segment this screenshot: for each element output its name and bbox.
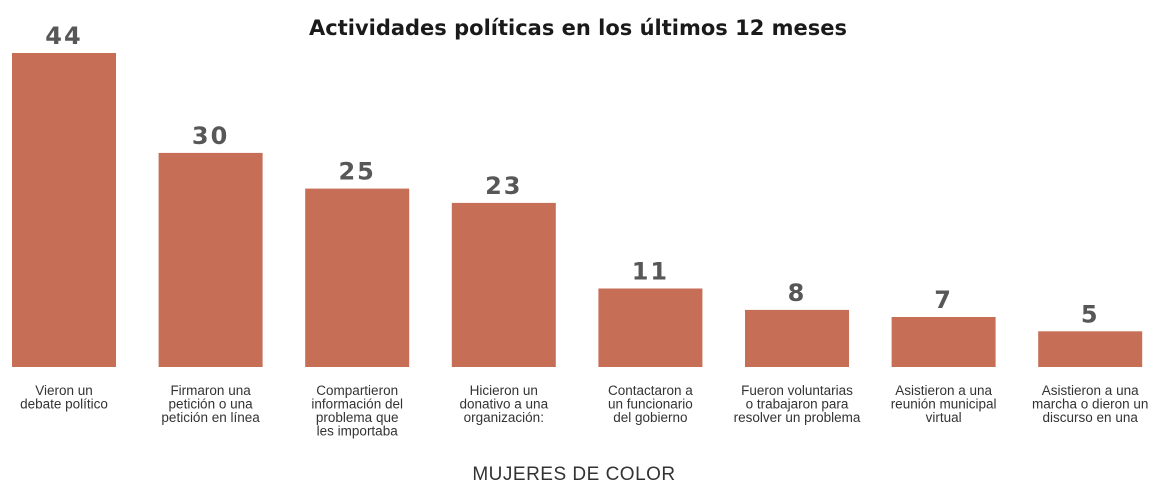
category-label-line: Compartieron (316, 383, 398, 398)
bar-2 (305, 188, 410, 367)
value-label-5: 8 (788, 279, 807, 307)
value-label-3: 23 (485, 172, 522, 200)
bar-0 (12, 53, 116, 367)
category-label-line: resolver un problema (734, 410, 861, 425)
category-label-line: virtual (926, 410, 962, 425)
category-label-line: o trabajaron para (746, 397, 849, 412)
category-label-line: un funcionario (608, 397, 693, 412)
bar-5 (745, 309, 849, 367)
category-label-line: petición o una (169, 397, 254, 412)
bar-4 (598, 288, 703, 367)
category-label-line: discurso en una (1043, 410, 1139, 425)
category-label-line: problema que (316, 410, 399, 425)
bar-3 (451, 202, 556, 367)
category-label-line: reunión municipal (891, 397, 997, 412)
category-label-line: Firmaron una (170, 383, 251, 398)
value-label-2: 25 (338, 158, 375, 186)
category-label-line: petición en línea (161, 410, 260, 425)
category-label-line: Asistieron a una (1042, 383, 1139, 398)
category-label-3: Hicieron un donativo a una organización: (460, 383, 549, 425)
value-label-4: 11 (632, 258, 669, 286)
bars-group (12, 53, 1143, 367)
value-label-7: 5 (1081, 300, 1100, 328)
bar-6 (891, 317, 996, 367)
category-label-1: Firmaron una petición o una petición en lí… (161, 383, 260, 425)
category-label-7: Asistieron a una marcha o dieron un discur… (1032, 383, 1148, 425)
category-label-line: donativo a una (460, 397, 549, 412)
value-label-0: 44 (45, 22, 82, 50)
category-label-line: Hicieron un (470, 383, 538, 398)
category-label-line: marcha o dieron un (1032, 397, 1148, 412)
category-label-4: Contactaron a un funcionario del gobierno (608, 383, 693, 425)
category-label-line: Fueron voluntarias (741, 383, 853, 398)
x-axis-label: MUJERES DE COLOR (472, 464, 675, 485)
category-label-line: Vieron un (35, 383, 93, 398)
category-label-line: del gobierno (613, 410, 687, 425)
category-label-6: Asistieron a una reunión municipal virtual (891, 383, 997, 425)
category-label-line: debate político (20, 397, 108, 412)
category-label-5: Fueron voluntarias o trabajaron para resol… (734, 383, 861, 425)
bar-1 (158, 152, 263, 367)
category-label-2: Compartieron información del problema que l… (311, 383, 403, 439)
category-label-line: Contactaron a (608, 383, 693, 398)
category-label-line: información del (311, 397, 403, 412)
category-label-0: Vieron un debate político (20, 383, 108, 412)
value-labels-group: 44 30 25 23 11 8 7 5 (45, 22, 1100, 328)
value-label-6: 7 (934, 286, 953, 314)
category-label-line: organización: (464, 410, 544, 425)
bar-7 (1038, 331, 1143, 367)
chart-title: Actividades políticas en los últimos 12 … (309, 16, 847, 40)
value-label-1: 30 (192, 122, 229, 150)
category-label-line: les importaba (317, 424, 399, 439)
category-label-line: Asistieron a una (895, 383, 992, 398)
